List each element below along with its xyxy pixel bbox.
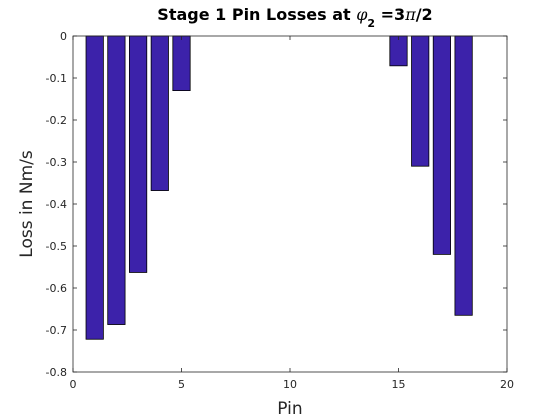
title-prefix: Stage 1 Pin Losses at [157,5,356,24]
title-eq: =3 [375,5,405,24]
x-tick-label: 0 [70,378,77,391]
x-tick-label: 5 [178,378,185,391]
bar-pin-17 [433,36,450,254]
x-tick-label: 20 [500,378,514,391]
x-axis-label: Pin [277,399,302,419]
title-phi-symbol: φ [356,5,368,24]
y-tick-label: -0.8 [46,366,67,379]
title-subscript: 2 [367,17,375,30]
y-tick-label: -0.6 [46,282,67,295]
bar-pin-5 [173,36,190,91]
bar-pin-1 [86,36,103,339]
y-tick-label: -0.1 [46,72,67,85]
y-tick-label: -0.7 [46,324,67,337]
y-tick-label: -0.4 [46,198,67,211]
bar-pin-3 [129,36,146,272]
bar-pin-18 [455,36,472,315]
y-tick-label: 0 [60,30,67,43]
y-tick-label: -0.2 [46,114,67,127]
x-tick-label: 15 [392,378,406,391]
bar-pin-15 [390,36,407,66]
bar-pin-4 [151,36,168,191]
title-pi-symbol: π [404,5,416,24]
x-tick-label: 10 [283,378,297,391]
y-tick-label: -0.5 [46,240,67,253]
y-tick-label: -0.3 [46,156,67,169]
bar-pin-16 [412,36,429,166]
y-axis-label: Loss in Nm/s [17,150,37,258]
bar-pin-2 [108,36,125,325]
bar-series [86,36,472,339]
title-end: /2 [416,5,433,24]
chart-title: Stage 1 Pin Losses at φ2 =3π/2 [157,5,432,30]
